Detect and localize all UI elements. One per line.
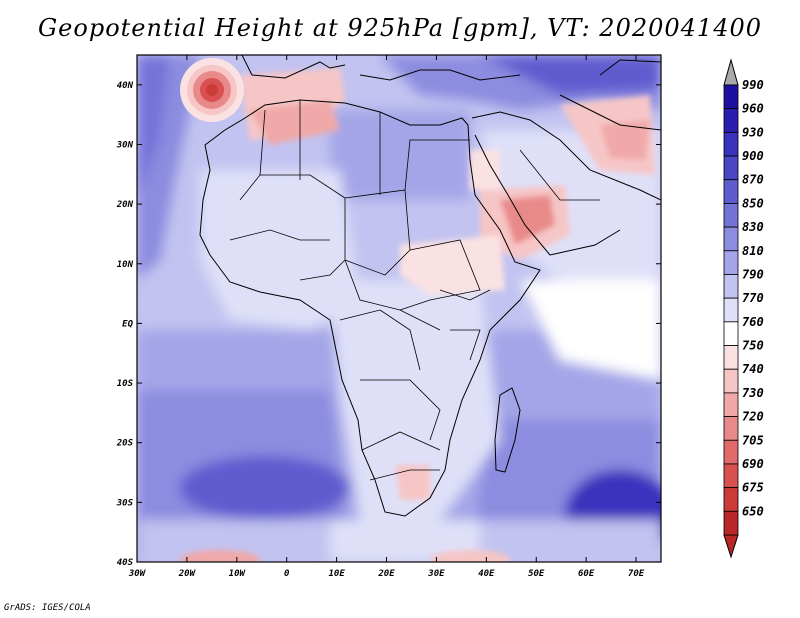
colorbar-label: 730 xyxy=(742,386,764,400)
colorbar-label: 930 xyxy=(742,125,764,139)
grads-credit: GrADS: IGES/COLA xyxy=(4,603,91,613)
colorbar-label: 720 xyxy=(742,410,764,424)
lat-tick-label: 30S xyxy=(116,498,134,508)
lat-tick-label: 20S xyxy=(116,439,134,449)
colorbar-top-arrow xyxy=(723,58,739,86)
field-shading xyxy=(137,55,661,562)
colorbar-label: 870 xyxy=(742,173,764,187)
colorbar-label: 810 xyxy=(742,244,764,258)
lon-tick-label: 20E xyxy=(377,569,395,579)
lat-tick-label: 20N xyxy=(116,200,134,210)
longitude-axis: 30W 20W 10W 0 10E 20E 30E 40E 50E 60E 70E xyxy=(128,55,645,579)
lat-tick-label: 10S xyxy=(117,379,134,389)
colorbar-swatch xyxy=(723,203,739,228)
lon-tick-label: 20W xyxy=(178,569,197,579)
chart-title: Geopotential Height at 925hPa [gpm], VT:… xyxy=(38,14,762,42)
colorbar-label: 705 xyxy=(742,433,764,447)
colorbar-label: 760 xyxy=(742,315,764,329)
colorbar-swatch xyxy=(723,392,739,417)
colorbar-label: 790 xyxy=(742,267,764,281)
lon-tick-label: 30E xyxy=(427,569,445,579)
lat-tick-label: 40N xyxy=(117,81,134,91)
colorbar-label: 850 xyxy=(742,196,764,210)
colorbar-swatch xyxy=(723,487,739,512)
colorbar-swatch xyxy=(723,416,739,441)
lon-tick-label: 40E xyxy=(478,569,495,579)
coastlines xyxy=(199,55,661,517)
colorbar-label: 740 xyxy=(742,362,764,376)
latitude-axis: 40N 30N 20N 10N EQ 10S 20S 30S 40S xyxy=(116,81,661,568)
colorbar-swatch xyxy=(723,108,739,133)
colorbar-label: 900 xyxy=(742,149,764,163)
colorbar-swatch xyxy=(723,368,739,394)
map-frame xyxy=(136,54,662,563)
colorbar-swatch xyxy=(723,274,739,299)
colorbar-swatch xyxy=(723,131,739,157)
colorbar-swatch xyxy=(723,463,739,489)
lon-tick-label: 10W xyxy=(229,569,247,579)
lon-tick-label: 0 xyxy=(284,569,290,579)
colorbar-bottom-arrow xyxy=(723,534,739,559)
country-borders xyxy=(229,100,600,481)
colorbar-swatch xyxy=(723,226,739,252)
colorbar-label: 960 xyxy=(742,102,764,116)
colorbar-label: 650 xyxy=(742,504,764,518)
colorbar-label: 675 xyxy=(742,481,764,495)
colorbar-swatch xyxy=(723,84,739,110)
colorbar-swatch xyxy=(723,179,739,204)
lon-tick-label: 30W xyxy=(128,569,147,579)
colorbar: 990 960 930 900 870 850 830 810 790 770 760 750 740 7… xyxy=(723,58,764,559)
lat-tick-label: EQ xyxy=(122,319,133,329)
lat-tick-label: 30N xyxy=(116,140,134,150)
colorbar-swatch xyxy=(723,155,739,181)
lon-tick-label: 70E xyxy=(628,569,645,579)
lat-tick-label: 40S xyxy=(117,558,134,568)
lat-tick-label: 10N xyxy=(117,260,134,270)
colorbar-label: 990 xyxy=(742,78,764,92)
colorbar-label: 690 xyxy=(742,457,764,471)
colorbar-label: 770 xyxy=(742,291,764,305)
lon-tick-label: 10E xyxy=(328,569,345,579)
colorbar-label: 750 xyxy=(742,339,764,353)
colorbar-swatch xyxy=(723,510,739,536)
colorbar-swatch xyxy=(723,345,739,370)
lon-tick-label: 60E xyxy=(578,569,595,579)
colorbar-label: 830 xyxy=(742,220,764,234)
colorbar-swatch xyxy=(723,439,739,465)
lon-tick-label: 50E xyxy=(528,569,545,579)
colorbar-swatch xyxy=(723,321,739,346)
colorbar-swatch xyxy=(723,297,739,323)
colorbar-swatch xyxy=(723,250,739,275)
